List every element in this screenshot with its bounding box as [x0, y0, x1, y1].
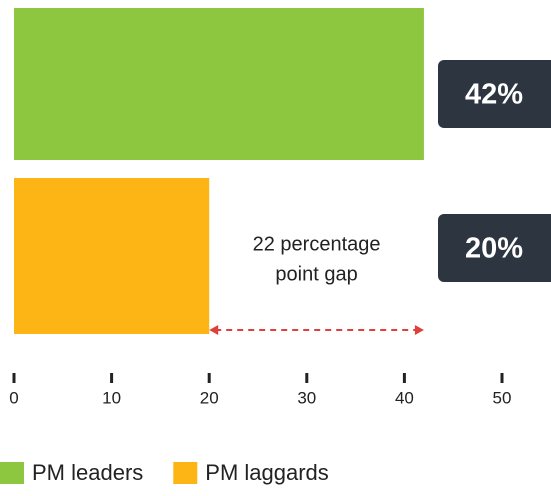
arrow-head	[209, 325, 219, 335]
bar	[14, 8, 424, 160]
arrow-head	[414, 325, 424, 335]
annotation: point gap	[275, 263, 357, 285]
legend-swatch	[173, 462, 198, 484]
x-tick-label: 20	[200, 388, 219, 407]
legend-swatch	[0, 462, 24, 484]
x-tick-label: 10	[102, 388, 121, 407]
bar	[14, 178, 210, 334]
legend-label: PM laggards	[205, 460, 329, 485]
value-label-box	[438, 60, 551, 128]
x-tick-label: 50	[493, 388, 512, 407]
value-label-box	[438, 214, 551, 282]
annotation: 22 percentage	[253, 233, 381, 255]
legend-label: PM leaders	[32, 460, 143, 485]
value-label: 42%	[465, 79, 523, 111]
x-tick-label: 40	[395, 388, 414, 407]
x-tick-label: 30	[297, 388, 316, 407]
x-tick-label: 0	[9, 388, 18, 407]
value-label: 20%	[465, 233, 523, 265]
